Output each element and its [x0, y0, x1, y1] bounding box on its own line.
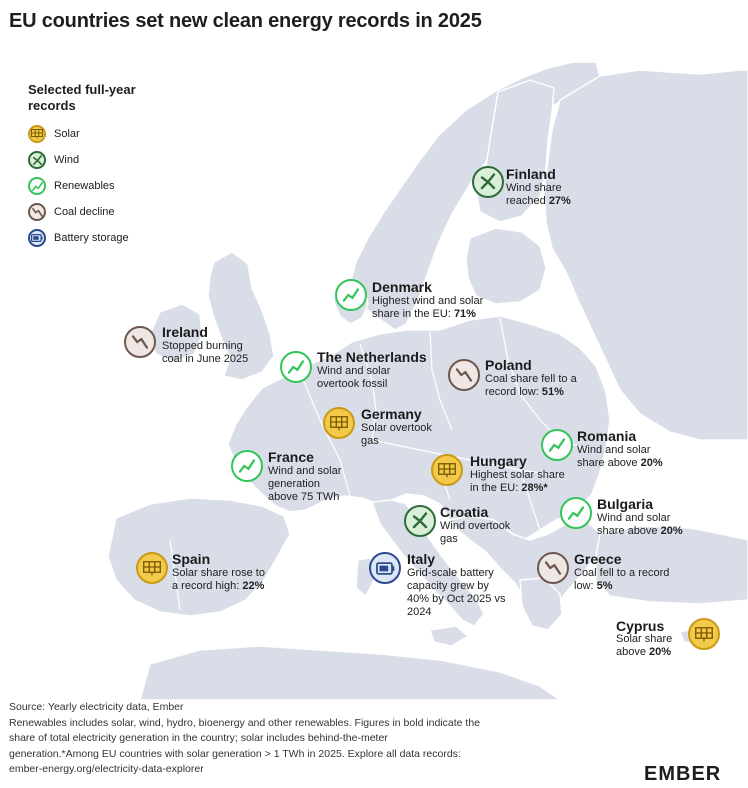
border-line [429, 331, 453, 431]
country-name: Finland [506, 166, 556, 182]
trend-down-icon [537, 552, 569, 584]
border-line [169, 539, 181, 611]
wind-turbine-icon [472, 166, 504, 198]
country-description: Wind and solar share above 20% [577, 444, 663, 469]
country-description: Wind and solar share above 20% [597, 512, 683, 537]
trend-up-icon [335, 279, 367, 311]
trend-up-icon [560, 497, 592, 529]
country-name: Croatia [440, 504, 489, 520]
country-name: Ireland [162, 324, 208, 340]
solar-panel-icon [431, 454, 463, 486]
methodology-note: share of total electricity generation in… [9, 732, 388, 744]
country-description: Highest wind and solar share in the EU: … [372, 295, 484, 320]
trend-down-icon [28, 203, 46, 221]
country-description: Highest solar share in the EU: 28%* [470, 469, 565, 494]
east-land [543, 69, 748, 441]
country-name: Germany [361, 406, 422, 422]
trend-up-icon [28, 177, 46, 195]
country-name: Italy [407, 551, 436, 567]
footer-notes: Source: Yearly electricity data, Ember R… [9, 700, 619, 778]
country-description: Stopped burning coal in June 2025 [162, 340, 249, 365]
legend: Selected full-year records Solar Wind Re… [28, 82, 158, 247]
scandinavia-land [349, 61, 601, 331]
turkey-land [595, 525, 748, 605]
country-cyprus: Cyprus Solar share above 20% [616, 618, 722, 658]
methodology-note: generation.*Among EU countries with sola… [9, 747, 461, 760]
country-name: Poland [485, 357, 532, 373]
legend-item-wind: Wind [28, 151, 79, 169]
trend-up-icon [231, 450, 263, 482]
trend-up-icon [541, 429, 573, 461]
solar-panel-icon [136, 552, 168, 584]
trend-down-icon [448, 359, 480, 391]
country-name: Greece [574, 551, 622, 567]
solar-panel-icon [28, 125, 46, 143]
country-description: Grid-scale battery capacity grew by 40% … [407, 567, 506, 618]
legend-title: Selected full-year records [28, 82, 136, 113]
country-description: Wind share reached 27% [506, 182, 571, 207]
country-name: The Netherlands [317, 349, 427, 365]
legend-item-coal: Coal decline [28, 203, 115, 221]
country-description: Wind and solar overtook fossil [317, 365, 391, 390]
country-description: Coal share fell to a record low: 51% [485, 373, 577, 398]
country-name: Bulgaria [597, 496, 654, 512]
country-description: Wind overtook gas [440, 520, 511, 545]
sicily-land [429, 625, 469, 647]
baltics-land [465, 227, 547, 305]
methodology-note: Renewables includes solar, wind, hydro, … [9, 716, 481, 729]
country-name: Cyprus [616, 618, 665, 634]
country-description: Wind and solar generation above 75 TWh [268, 465, 342, 503]
ember-logo: EMBER [644, 763, 722, 785]
wind-turbine-icon [28, 151, 46, 169]
trend-down-icon [124, 326, 156, 358]
country-description: Coal fell to a record low: 5% [574, 567, 670, 592]
border-line [299, 371, 351, 497]
country-name: Romania [577, 428, 637, 444]
border-line [519, 469, 541, 531]
legend-item-renewables: Renewables [28, 177, 115, 195]
border-line [499, 317, 541, 421]
battery-icon [28, 229, 46, 247]
solar-panel-icon [323, 407, 355, 439]
country-description: Solar share above 20% [616, 633, 673, 658]
data-explorer-link[interactable]: ember-energy.org/electricity-data-explor… [9, 763, 204, 775]
country-description: Solar share rose to a record high: 22% [172, 567, 265, 592]
page-title: EU countries set new clean energy record… [9, 10, 482, 32]
country-name: Hungary [470, 453, 527, 469]
solar-panel-icon [688, 618, 720, 650]
trend-up-icon [280, 351, 312, 383]
uk-land [207, 251, 275, 381]
balkans-land [449, 515, 601, 613]
legend-item-solar: Solar [28, 125, 80, 143]
country-name: Denmark [372, 279, 432, 295]
wind-turbine-icon [404, 505, 436, 537]
border-line [371, 439, 561, 477]
battery-icon [369, 552, 401, 584]
country-name: Spain [172, 551, 211, 567]
country-description: Solar overtook gas [361, 422, 432, 447]
iberia-land [107, 497, 291, 617]
border-line [359, 343, 377, 441]
north-africa-land [139, 645, 561, 700]
legend-item-battery: Battery storage [28, 229, 129, 247]
country-name: France [268, 449, 314, 465]
source-note: Source: Yearly electricity data, Ember [9, 701, 184, 713]
